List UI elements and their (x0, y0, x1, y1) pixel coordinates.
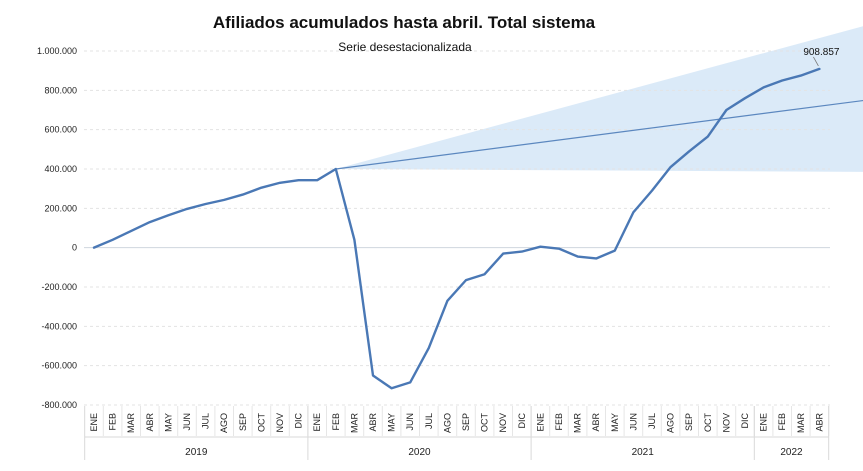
x-tick-label: MAR (349, 413, 359, 434)
year-label: 2019 (185, 447, 208, 458)
x-tick-label: OCT (480, 413, 490, 433)
x-tick-label: FEB (331, 413, 341, 431)
x-tick-label: JUL (424, 413, 434, 429)
x-axis: ENE FEB MAR ABR MAY JUN JUL AGO SEP OCT NOV DIC ENE F… (84, 406, 830, 460)
x-tick-label: OCT (256, 413, 266, 433)
trend-line (335, 99, 863, 170)
x-tick-label: MAY (387, 413, 397, 432)
x-tick-label: MAY (610, 413, 620, 432)
x-tick-label: MAR (126, 413, 136, 434)
year-label: 2020 (408, 447, 431, 458)
x-tick-label: JUN (182, 413, 192, 431)
x-tick-label: ABR (814, 413, 824, 432)
chart-subtitle: Serie desestacionalizada (338, 40, 472, 54)
x-tick-label: FEB (108, 413, 118, 431)
x-tick-label: NOV (498, 413, 508, 433)
y-tick-label: -400.000 (41, 321, 77, 331)
x-tick-label: AGO (666, 413, 676, 433)
series-line (92, 67, 821, 390)
x-tick-label: JUL (647, 413, 657, 429)
x-tick-label: NOV (275, 413, 285, 433)
x-tick-label: ENE (759, 413, 769, 432)
annotation-leader (813, 56, 819, 67)
y-tick-label: 1.000.000 (37, 46, 77, 56)
y-tick-label: 0 (72, 243, 77, 253)
x-tick-label: FEB (777, 413, 787, 431)
x-tick-label: ENE (312, 413, 322, 432)
y-tick-label: -600.000 (41, 361, 77, 371)
x-tick-label: MAR (796, 413, 806, 434)
x-tick-label: NOV (721, 413, 731, 433)
y-tick-label: 400.000 (44, 164, 77, 174)
y-tick-label: 800.000 (44, 85, 77, 95)
trend-band (335, 26, 863, 172)
x-tick-label: SEP (684, 413, 694, 431)
year-label: 2022 (780, 447, 803, 458)
x-tick-label: ABR (145, 413, 155, 432)
x-tick-label: ENE (89, 413, 99, 432)
trend-line-layer (335, 99, 863, 170)
x-tick-label: JUN (405, 413, 415, 431)
x-tick-label: FEB (554, 413, 564, 431)
gridlines (84, 50, 830, 406)
x-tick-label: SEP (238, 413, 248, 431)
x-tick-label: MAY (163, 413, 173, 432)
x-tick-label: AGO (442, 413, 452, 433)
x-tick-label: ABR (591, 413, 601, 432)
x-tick-label: DIC (294, 413, 304, 429)
x-tick-label: OCT (703, 413, 713, 433)
series-layer (92, 67, 821, 390)
x-tick-label: JUL (201, 413, 211, 429)
y-tick-label: 200.000 (44, 203, 77, 213)
annotation-layer: 908.857 (803, 47, 840, 67)
year-label: 2021 (632, 447, 655, 458)
trend-band-layer (335, 26, 863, 172)
x-tick-label: AGO (219, 413, 229, 433)
data-label: 908.857 (803, 47, 840, 58)
x-tick-label: MAR (573, 413, 583, 434)
x-tick-label: SEP (461, 413, 471, 431)
y-tick-label: -800.000 (41, 400, 77, 410)
y-axis-ticks: 1.000.000 800.000 600.000 400.000 200.000 0 -2… (37, 46, 77, 410)
y-tick-label: 600.000 (44, 125, 77, 135)
x-tick-label: DIC (740, 413, 750, 429)
x-tick-label: DIC (517, 413, 527, 429)
x-tick-label: ENE (535, 413, 545, 432)
chart-title: Afiliados acumulados hasta abril. Total … (213, 13, 596, 32)
x-tick-label: JUN (628, 413, 638, 431)
x-tick-label: ABR (368, 413, 378, 432)
y-tick-label: -200.000 (41, 282, 77, 292)
